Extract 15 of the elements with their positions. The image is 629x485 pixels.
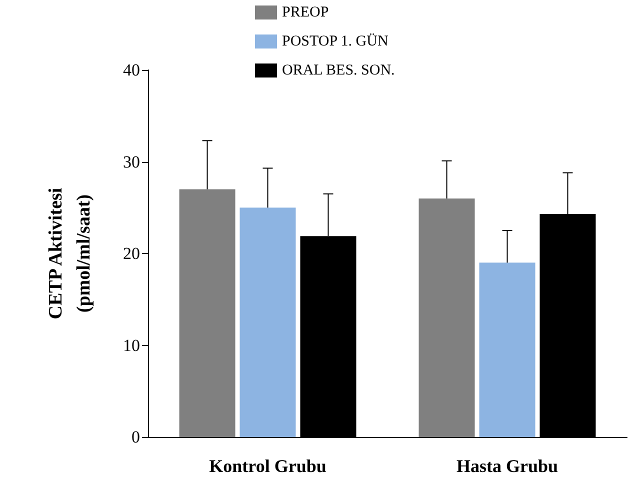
legend-label: ORAL BES. SON. [282,62,395,78]
y-tick-label: 0 [132,428,140,446]
bar [240,208,296,437]
y-tick-label: 40 [123,60,140,80]
legend-label: PREOP [282,4,329,20]
x-tick-label: Hasta Grubu [456,456,558,476]
bar [418,198,475,437]
legend-label: POSTOP 1. GÜN [282,32,388,50]
y-axis-title: CETP Aktivitesi (pmol/ml/saat) [46,188,94,320]
bar [179,189,236,437]
y-tick-label: 30 [123,152,140,172]
bar [479,262,536,437]
x-tick-label: Kontrol Grubu [209,456,326,476]
y-tick-label: 20 [123,244,140,263]
y-tick-label: 10 [123,336,140,355]
